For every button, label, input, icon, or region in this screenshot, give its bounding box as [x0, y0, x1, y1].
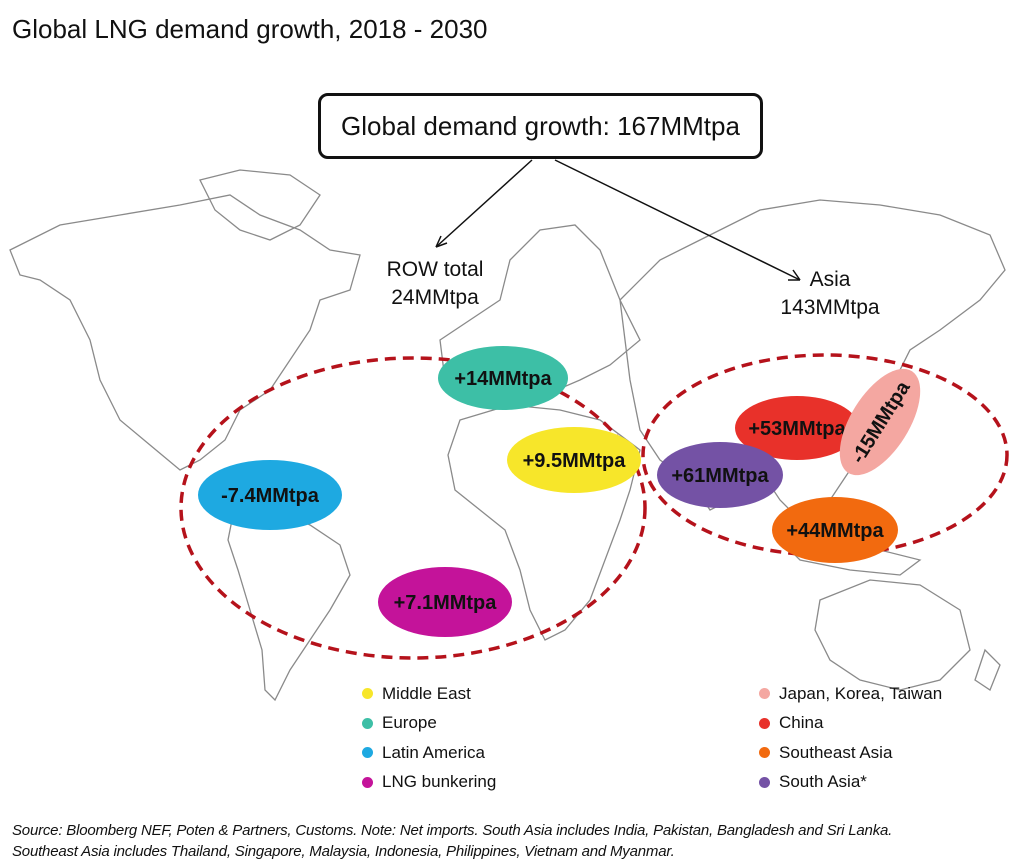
legend-label: China — [779, 713, 824, 733]
legend-swatch — [362, 688, 373, 700]
bubble-shape — [378, 567, 512, 637]
row-total-value: 24MMtpa — [391, 286, 479, 309]
bubble-value: +9.5MMtpa — [523, 450, 627, 472]
arrowhead-row — [435, 235, 448, 248]
bubble-latin-america: -7.4MMtpa — [198, 460, 342, 530]
bubble-lng-bunkering: +7.1MMtpa — [378, 567, 512, 637]
legend-label: South Asia* — [779, 772, 867, 792]
row-total-title: ROW total — [386, 258, 484, 281]
bubble-value: +14MMtpa — [454, 368, 552, 390]
bubble-value: +61MMtpa — [671, 465, 769, 487]
bubble-europe: +14MMtpa — [438, 346, 568, 410]
legend-swatch — [759, 717, 770, 729]
footer-note: Source: Bloomberg NEF, Poten & Partners,… — [12, 820, 892, 862]
legend-label: Latin America — [382, 742, 485, 762]
footer-line-1: Source: Bloomberg NEF, Poten & Partners,… — [12, 822, 893, 839]
legend-item: Europe — [362, 709, 496, 739]
legend-label: Japan, Korea, Taiwan — [779, 683, 943, 703]
south-america-outline — [227, 504, 351, 702]
bubble-shape — [839, 368, 921, 476]
north-america-outline — [9, 194, 361, 471]
legend-label: Southeast Asia — [779, 742, 893, 762]
bubble-south-asia: +61MMtpa — [657, 442, 783, 508]
legend-item: South Asia* — [759, 768, 942, 798]
bubble-value: +7.1MMtpa — [394, 592, 498, 614]
australia-outline — [814, 579, 971, 691]
bubble-shape — [198, 460, 342, 530]
legend-item: Southeast Asia — [759, 738, 942, 768]
legend-swatch — [759, 747, 770, 759]
legend-label: LNG bunkering — [382, 772, 497, 792]
arrow-row — [435, 159, 533, 248]
global-demand-callout: Global demand growth: 167MMtpa — [318, 93, 763, 159]
legend-item: Japan, Korea, Taiwan — [759, 679, 942, 709]
asia-total-title: Asia — [809, 268, 851, 291]
legend-swatch — [759, 776, 770, 788]
legend-label: Middle East — [382, 683, 471, 703]
bubble-southeast-asia: +44MMtpa — [772, 497, 898, 563]
greenland-outline — [199, 169, 321, 241]
legend-item: Middle East — [362, 679, 496, 709]
asia-total-value: 143MMtpa — [780, 296, 880, 319]
bubble-middle-east: +9.5MMtpa — [507, 427, 641, 493]
legend-item: China — [759, 709, 942, 739]
legend-swatch — [362, 717, 373, 729]
arrowhead-asia — [788, 269, 801, 281]
footer-line-2: Southeast Asia includes Thailand, Singap… — [12, 843, 675, 860]
page-title: Global LNG demand growth, 2018 - 2030 — [12, 14, 488, 44]
bubble-shape — [507, 427, 641, 493]
row-group-outline — [179, 356, 647, 660]
legend-left: Middle East Europe Latin America LNG bunker… — [362, 679, 496, 797]
new-zealand-outline — [974, 648, 1001, 691]
bubble-shape — [657, 442, 783, 508]
arrows — [435, 159, 801, 281]
legend-label: Europe — [382, 713, 437, 733]
bubble-shape — [772, 497, 898, 563]
legend-swatch — [362, 776, 373, 788]
legend-item: LNG bunkering — [362, 768, 496, 798]
bubble-shape — [438, 346, 568, 410]
bubble-china: +53MMtpa — [735, 396, 859, 460]
legend-swatch — [362, 747, 373, 759]
bubble-shape — [735, 396, 859, 460]
legend-right: Japan, Korea, Taiwan China Southeast Asia S… — [759, 679, 942, 797]
legend-swatch — [759, 688, 770, 700]
bubble-value: +53MMtpa — [748, 418, 846, 440]
legend-item: Latin America — [362, 738, 496, 768]
arrow-asia — [554, 159, 801, 281]
bubble-value: -7.4MMtpa — [221, 485, 320, 507]
row-total-label: ROW total 24MMtpa — [360, 256, 510, 312]
asia-total-label: Asia 143MMtpa — [760, 266, 900, 322]
bubble-value: +44MMtpa — [786, 520, 884, 542]
